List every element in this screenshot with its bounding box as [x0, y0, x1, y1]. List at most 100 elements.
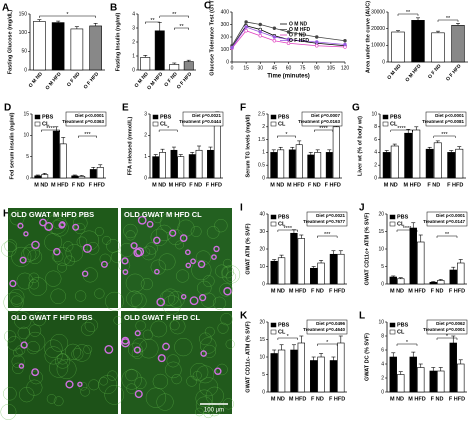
cell-outline [3, 386, 17, 401]
y-axis-title: Glucose Tolerance Test (GTT) [209, 0, 215, 76]
bar [457, 262, 465, 285]
x-tick-label: M HFD [287, 182, 304, 188]
x-tick-label: O M ND [386, 63, 402, 81]
y-tick-label: 30 [259, 229, 265, 235]
panel-letter: D [4, 103, 11, 114]
stats-box [182, 111, 224, 127]
cell-outline [156, 393, 174, 411]
legend-label: O F HFD [289, 38, 309, 44]
bar [169, 64, 180, 71]
bar [295, 144, 303, 179]
x-tick-label: M ND [270, 182, 284, 188]
significance-label: **** [319, 126, 328, 132]
legend-label: PBS [397, 214, 409, 220]
y-axis-title: Liver wt (% of body wt) [357, 116, 363, 176]
bar [213, 117, 221, 179]
bar [277, 149, 285, 179]
y-axis-title: Fed serum insulin (ng/ml) [9, 112, 15, 179]
y-tick-label: 5 [262, 372, 265, 378]
stats-box [425, 111, 467, 127]
micrograph-label: OLD GWAT M HFD PBS [11, 210, 94, 219]
x-tick-label: 120 [341, 65, 350, 71]
cell-outline [125, 273, 145, 293]
bar [409, 227, 417, 285]
x-tick-label: 30 [257, 65, 263, 71]
cell-outline [86, 242, 100, 255]
cell-outline [123, 223, 138, 239]
x-tick-label: O F ND [427, 63, 443, 80]
cell-outline [199, 337, 217, 354]
cell-outline [8, 289, 25, 305]
cell-outline [119, 242, 134, 258]
y-tick-label: 1 [132, 53, 135, 59]
x-tick-label: F ND [431, 396, 444, 402]
cell-outline [56, 359, 77, 380]
legend-label: O M HFD [289, 27, 310, 33]
x-tick-label: 0 [231, 65, 234, 71]
panel-letter: G [352, 103, 360, 114]
cell-outline [152, 373, 169, 390]
legend-label: O F ND [289, 32, 306, 38]
cell-outline [207, 402, 221, 417]
bar [390, 145, 399, 179]
cell-outline [199, 377, 219, 397]
y-tick-label: 0 [381, 281, 384, 287]
significance-label: ** [446, 16, 451, 22]
legend-label: CL [160, 121, 168, 127]
significance-label: ** [150, 18, 155, 24]
x-tick-label: M ND [34, 182, 48, 188]
micrograph-image [8, 311, 118, 414]
stats-box [306, 319, 348, 335]
bar [433, 142, 442, 179]
stats-text: Diet p=0.0062 [436, 321, 465, 326]
y-tick-label: 0.5 [258, 163, 265, 169]
y-tick-label: 0 [382, 59, 385, 65]
bar [317, 356, 325, 393]
stained-cell [133, 346, 141, 354]
significance-label: * [285, 132, 288, 138]
cell-outline [195, 250, 211, 266]
stained-cell [162, 342, 170, 351]
cell-outline [190, 226, 202, 237]
stained-cell [65, 380, 74, 389]
cell-outline [94, 227, 104, 236]
y-axis-title: Fasting Insulin (ng/ml) [115, 13, 121, 72]
point [286, 41, 291, 45]
cell-outline [83, 344, 93, 354]
legend-swatch [34, 114, 41, 120]
x-tick-label: 90 [314, 65, 320, 71]
bar [277, 349, 286, 393]
x-tick-label: O M HFD [45, 71, 63, 91]
point [272, 35, 277, 39]
bar [290, 232, 298, 285]
cell-outline [88, 379, 100, 391]
cell-outline [11, 354, 25, 369]
cell-outline [50, 333, 69, 352]
cell-outline [49, 358, 69, 378]
y-axis-title: GWAT ATM (% SVF) [245, 223, 251, 274]
significance-label: * [446, 334, 449, 340]
cell-outline [125, 368, 138, 382]
stained-cell [200, 350, 207, 357]
stained-cell [134, 330, 141, 337]
x-tick-label: M HFD [408, 396, 425, 402]
x-tick-label: F HFD [449, 396, 465, 402]
stained-cell [214, 367, 222, 375]
stained-cell [157, 354, 166, 363]
cell-outline [57, 262, 67, 273]
legend-swatch [382, 121, 389, 127]
y-tick-label: 150 [19, 11, 28, 17]
significance-label: *** [84, 132, 91, 138]
significance-bracket [433, 135, 456, 138]
x-tick-label: F ND [427, 182, 440, 188]
bar [449, 269, 457, 285]
cell-outline [12, 362, 24, 375]
stained-cell [130, 242, 138, 250]
stats-text: Diet p<0.0001 [436, 213, 465, 218]
panel-letter: C [204, 1, 211, 12]
x-tick-label: M ND [390, 396, 404, 402]
bar [70, 28, 84, 71]
y-tick-label: 4 [374, 150, 377, 156]
point [315, 40, 319, 44]
stained-cell [190, 258, 196, 265]
